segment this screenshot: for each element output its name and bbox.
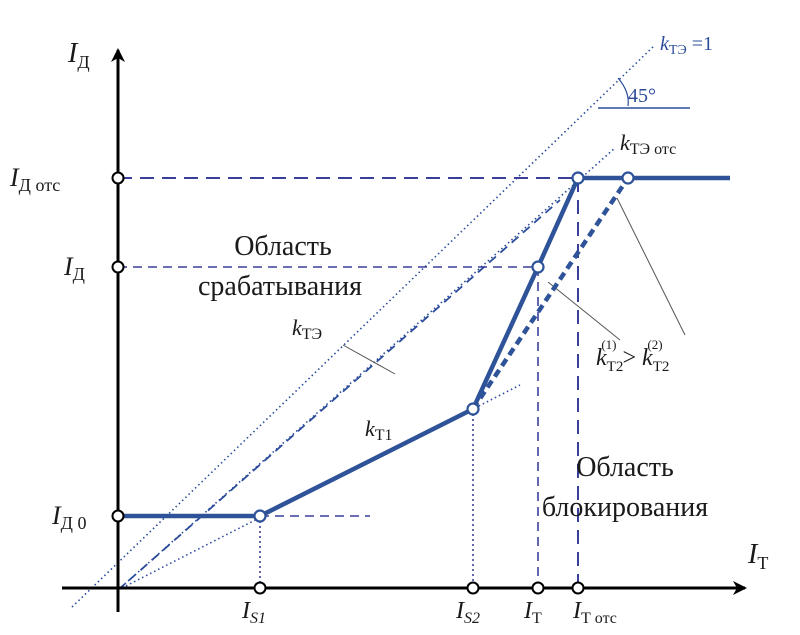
marker-point-ots-2 xyxy=(621,171,635,185)
region-operate-line2: срабатывания xyxy=(198,271,362,302)
region-block-line1: Область xyxy=(576,452,674,483)
label-angle: 45° xyxy=(628,85,656,107)
marker-x-is1 xyxy=(253,581,267,595)
label-k-t1: kТ1 xyxy=(365,416,393,444)
label-k-te: kТЭ xyxy=(292,315,322,343)
leader-kt2-2 xyxy=(616,197,686,336)
marker-y-ots xyxy=(111,171,125,185)
label-kt2-inequality: kТ2(1) > kТ2(2) xyxy=(596,337,669,375)
marker-break-s1 xyxy=(253,509,267,523)
x-axis-title: IТ xyxy=(747,539,768,573)
k-te-dashed-line xyxy=(117,199,561,591)
marker-x-is2 xyxy=(466,581,480,595)
angle-arc xyxy=(617,77,629,107)
marker-y-id0 xyxy=(111,509,125,523)
y-tick-label-id: IД xyxy=(63,252,85,284)
region-block-line2: блокирования xyxy=(542,492,708,523)
label-k-te-ots: kТЭ отс xyxy=(620,130,676,158)
leader-kt2-1 xyxy=(547,281,621,341)
x-tick-label-is1: IS1 xyxy=(241,598,266,627)
characteristic-curve xyxy=(118,175,730,519)
x-tick-label-it: IТ xyxy=(523,598,542,627)
marker-point-it xyxy=(531,260,545,274)
marker-x-it-ots xyxy=(571,581,585,595)
marker-break-s2 xyxy=(466,402,480,416)
y-tick-label-ots: IД отс xyxy=(9,163,60,195)
x-tick-label-it-ots: IТ отс xyxy=(572,598,617,627)
alt-slope-dashed xyxy=(471,176,630,411)
label-k-te-1: kТЭ =1 xyxy=(660,33,713,58)
marker-y-id xyxy=(111,260,125,274)
markers xyxy=(111,171,635,595)
x-tick-label-is2: IS2 xyxy=(455,598,480,627)
y-axis-title: IД xyxy=(67,38,90,72)
region-operate-line1: Область xyxy=(234,231,332,262)
leader-k-te xyxy=(342,344,396,375)
marker-point-ots xyxy=(571,171,585,185)
k-te-ots-line xyxy=(117,147,616,591)
y-tick-label-id0: IД 0 xyxy=(51,501,86,533)
marker-x-it xyxy=(531,581,545,595)
